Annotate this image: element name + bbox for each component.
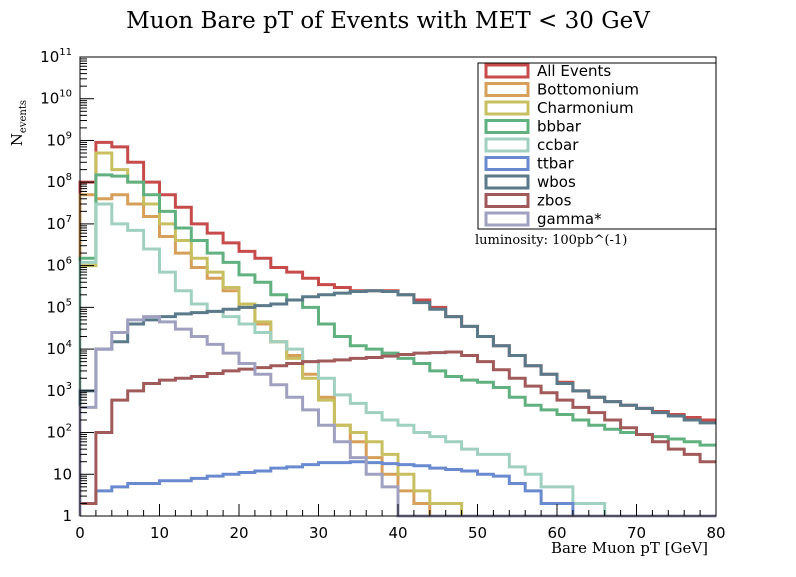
legend-label: Charmonium [537, 99, 634, 117]
y-tick-label: 104 [47, 339, 72, 358]
x-tick-label: 20 [229, 524, 248, 542]
y-tick-label: 1011 [40, 47, 72, 66]
y-tick-label: 106 [47, 256, 72, 275]
legend-label: All Events [537, 62, 611, 80]
legend-swatch [484, 193, 530, 208]
legend-swatch [484, 174, 530, 190]
legend-item: zbos [484, 192, 572, 210]
x-tick-label: 0 [75, 524, 85, 542]
x-tick-label: 30 [309, 524, 328, 542]
x-tick-label: 50 [468, 524, 487, 542]
y-tick-label: 10 [53, 465, 72, 483]
x-tick-label: 70 [627, 524, 646, 542]
x-tick-label: 60 [547, 524, 566, 542]
series-line-4 [78, 202, 716, 518]
legend-label: ttbar [537, 155, 574, 173]
y-tick-label: 105 [47, 297, 72, 316]
x-tick-label: 80 [706, 524, 725, 542]
x-axis-title: Bare Muon pT [GeV] [551, 539, 708, 557]
legend-label: Bottomonium [537, 81, 639, 99]
legend-label: zbos [537, 192, 572, 210]
legend-item: Bottomonium [484, 81, 639, 99]
legend-swatch [484, 82, 530, 97]
series-line-6 [78, 289, 716, 516]
axes-layer: 0 10 20 30 40 50 60 70 80 1 10 102 103 104 105 106 107 10… [40, 47, 725, 542]
series-4 [78, 202, 716, 518]
luminosity-annotation: luminosity: 100pb^(-1) [475, 233, 627, 248]
legend-swatch [484, 211, 530, 227]
y-axis-title-main: N [8, 133, 26, 146]
y-axis-title-sub: events [18, 100, 29, 133]
series-line-7 [78, 350, 716, 516]
legend-item: All Events [484, 62, 611, 80]
legend-item: bbbar [484, 118, 582, 136]
legend-swatch [484, 63, 530, 79]
chart-title: Muon Bare pT of Events with MET < 30 GeV [126, 8, 650, 34]
legend-swatch [484, 156, 530, 171]
y-tick-label: 102 [47, 423, 72, 442]
x-tick-label: 40 [388, 524, 407, 542]
legend-box [477, 62, 717, 230]
y-tick-label: 103 [47, 381, 72, 400]
y-axis-title: Nevents [8, 100, 29, 146]
legend-label: bbbar [537, 118, 582, 136]
legend-item: wbos [484, 173, 576, 191]
legend-entries: All EventsBottomoniumCharmoniumbbbarccba… [484, 62, 639, 228]
legend-swatch [484, 119, 530, 134]
y-tick-label: 1 [62, 507, 72, 525]
y-tick-label: 1010 [40, 89, 72, 108]
series-7 [78, 350, 716, 516]
y-tick-label: 109 [47, 130, 72, 149]
series-layer [78, 140, 716, 518]
legend: All EventsBottomoniumCharmoniumbbbarccba… [477, 62, 717, 230]
y-tick-label: 107 [47, 214, 72, 233]
y-tick-label: 108 [47, 172, 72, 191]
legend-item: ttbar [484, 155, 574, 173]
legend-label: gamma* [537, 210, 602, 228]
legend-item: gamma* [484, 210, 602, 228]
legend-item: ccbar [484, 136, 579, 154]
legend-swatch [484, 100, 530, 116]
legend-label: ccbar [537, 136, 579, 154]
series-6 [78, 289, 716, 516]
legend-label: wbos [537, 173, 576, 191]
x-tick-label: 10 [150, 524, 169, 542]
legend-item: Charmonium [484, 99, 634, 117]
legend-swatch [484, 137, 530, 153]
